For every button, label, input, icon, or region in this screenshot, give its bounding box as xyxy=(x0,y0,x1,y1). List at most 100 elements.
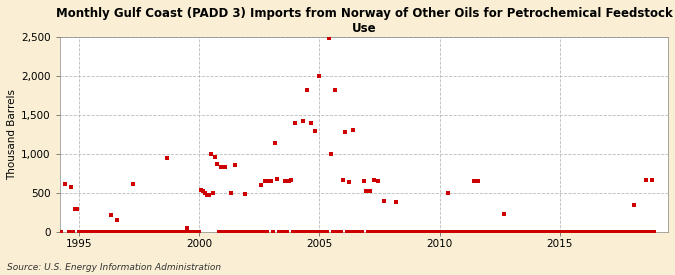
Point xyxy=(609,230,620,234)
Point xyxy=(296,230,307,234)
Point xyxy=(232,230,243,234)
Point xyxy=(520,230,531,234)
Point xyxy=(206,152,217,156)
Point xyxy=(109,230,120,234)
Point xyxy=(156,230,167,234)
Point xyxy=(70,206,80,211)
Point xyxy=(160,230,171,234)
Point xyxy=(184,230,194,234)
Point xyxy=(138,230,148,234)
Point xyxy=(426,230,437,234)
Point xyxy=(585,230,595,234)
Point xyxy=(290,121,301,125)
Point xyxy=(632,230,643,234)
Point xyxy=(256,183,267,188)
Point xyxy=(314,74,325,79)
Point xyxy=(574,230,585,234)
Point xyxy=(595,230,605,234)
Point xyxy=(386,230,397,234)
Point xyxy=(566,230,577,234)
Point xyxy=(494,230,505,234)
Point xyxy=(545,230,556,234)
Point xyxy=(448,230,459,234)
Point xyxy=(278,230,289,234)
Point xyxy=(518,230,529,234)
Point xyxy=(166,230,177,234)
Point xyxy=(272,177,283,181)
Point xyxy=(583,230,593,234)
Point xyxy=(539,230,549,234)
Point xyxy=(318,230,329,234)
Point xyxy=(485,230,495,234)
Point xyxy=(589,230,599,234)
Point xyxy=(384,230,395,234)
Point xyxy=(580,230,591,234)
Point xyxy=(516,230,527,234)
Point xyxy=(394,230,405,234)
Point xyxy=(402,230,413,234)
Point xyxy=(360,189,371,194)
Point xyxy=(173,230,184,234)
Point xyxy=(454,230,465,234)
Point xyxy=(442,191,453,195)
Point xyxy=(117,230,128,234)
Point xyxy=(276,230,287,234)
Point xyxy=(72,206,82,211)
Point xyxy=(452,230,463,234)
Point xyxy=(446,230,457,234)
Point xyxy=(292,230,303,234)
Point xyxy=(178,230,188,234)
Point xyxy=(412,230,423,234)
Point xyxy=(533,230,543,234)
Point xyxy=(98,230,109,234)
Point xyxy=(148,230,159,234)
Point xyxy=(170,230,181,234)
Point xyxy=(300,230,310,234)
Point xyxy=(626,230,637,234)
Point xyxy=(354,230,365,234)
Point xyxy=(537,230,547,234)
Point xyxy=(352,230,363,234)
Point xyxy=(630,230,641,234)
Point xyxy=(324,36,335,40)
Point xyxy=(346,230,357,234)
Point xyxy=(430,230,441,234)
Point xyxy=(601,230,612,234)
Point xyxy=(268,230,279,234)
Point xyxy=(320,230,331,234)
Point xyxy=(406,230,417,234)
Point xyxy=(316,230,327,234)
Point xyxy=(302,88,313,93)
Point xyxy=(136,230,146,234)
Point xyxy=(194,230,205,234)
Point xyxy=(364,188,375,193)
Point xyxy=(246,230,256,234)
Point xyxy=(266,179,277,183)
Point xyxy=(500,230,511,234)
Point xyxy=(65,185,76,189)
Point xyxy=(599,230,610,234)
Point xyxy=(611,230,622,234)
Point xyxy=(200,191,211,195)
Point xyxy=(508,230,519,234)
Point xyxy=(504,230,515,234)
Point xyxy=(628,203,639,208)
Point xyxy=(460,230,471,234)
Point xyxy=(218,230,229,234)
Point xyxy=(208,191,219,195)
Point xyxy=(334,230,345,234)
Point xyxy=(647,178,657,182)
Point xyxy=(464,230,475,234)
Point xyxy=(220,164,231,169)
Point xyxy=(547,230,558,234)
Point xyxy=(86,230,97,234)
Point xyxy=(466,230,477,234)
Point xyxy=(618,230,629,234)
Point xyxy=(171,230,182,234)
Point xyxy=(108,230,119,234)
Point xyxy=(286,178,297,182)
Point xyxy=(262,230,273,234)
Point xyxy=(624,230,635,234)
Point xyxy=(535,230,545,234)
Point xyxy=(111,218,122,222)
